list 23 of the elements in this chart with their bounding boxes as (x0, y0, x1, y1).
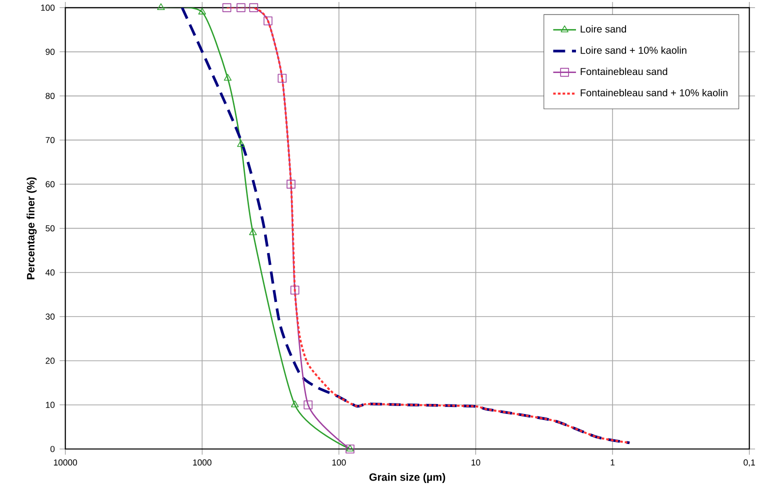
y-tick-label: 20 (46, 358, 55, 364)
legend-label: Fontainebleau sand + 10% kaolin (580, 88, 728, 96)
y-tick-label: 80 (46, 92, 55, 99)
x-tick-label: 10000 (54, 459, 78, 466)
x-tick-label: 1000 (193, 459, 212, 466)
y-tick-label: 70 (46, 137, 55, 144)
x-tick-label: 10 (472, 459, 480, 466)
legend-label: Fontainebleau sand (580, 68, 668, 76)
y-tick-label: 40 (46, 269, 55, 276)
y-tick-label: 50 (46, 225, 55, 232)
x-tick-label: 0,1 (744, 459, 755, 467)
x-axis-title: Grain size (µm) (369, 473, 446, 483)
legend-label: Loire sand + 10% kaolin (580, 46, 686, 54)
y-tick-label: 0 (50, 446, 55, 452)
x-tick-label: 1 (610, 459, 615, 466)
y-tick-label: 90 (46, 48, 55, 55)
x-tick-label: 100 (332, 459, 346, 466)
y-tick-label: 30 (46, 314, 55, 320)
y-axis-title: Percentage finer (%) (26, 177, 37, 280)
y-tick-label: 10 (46, 402, 55, 408)
legend-label: Loire sand (580, 25, 626, 33)
y-tick-label: 60 (46, 181, 55, 188)
y-tick-label: 100 (41, 4, 55, 11)
